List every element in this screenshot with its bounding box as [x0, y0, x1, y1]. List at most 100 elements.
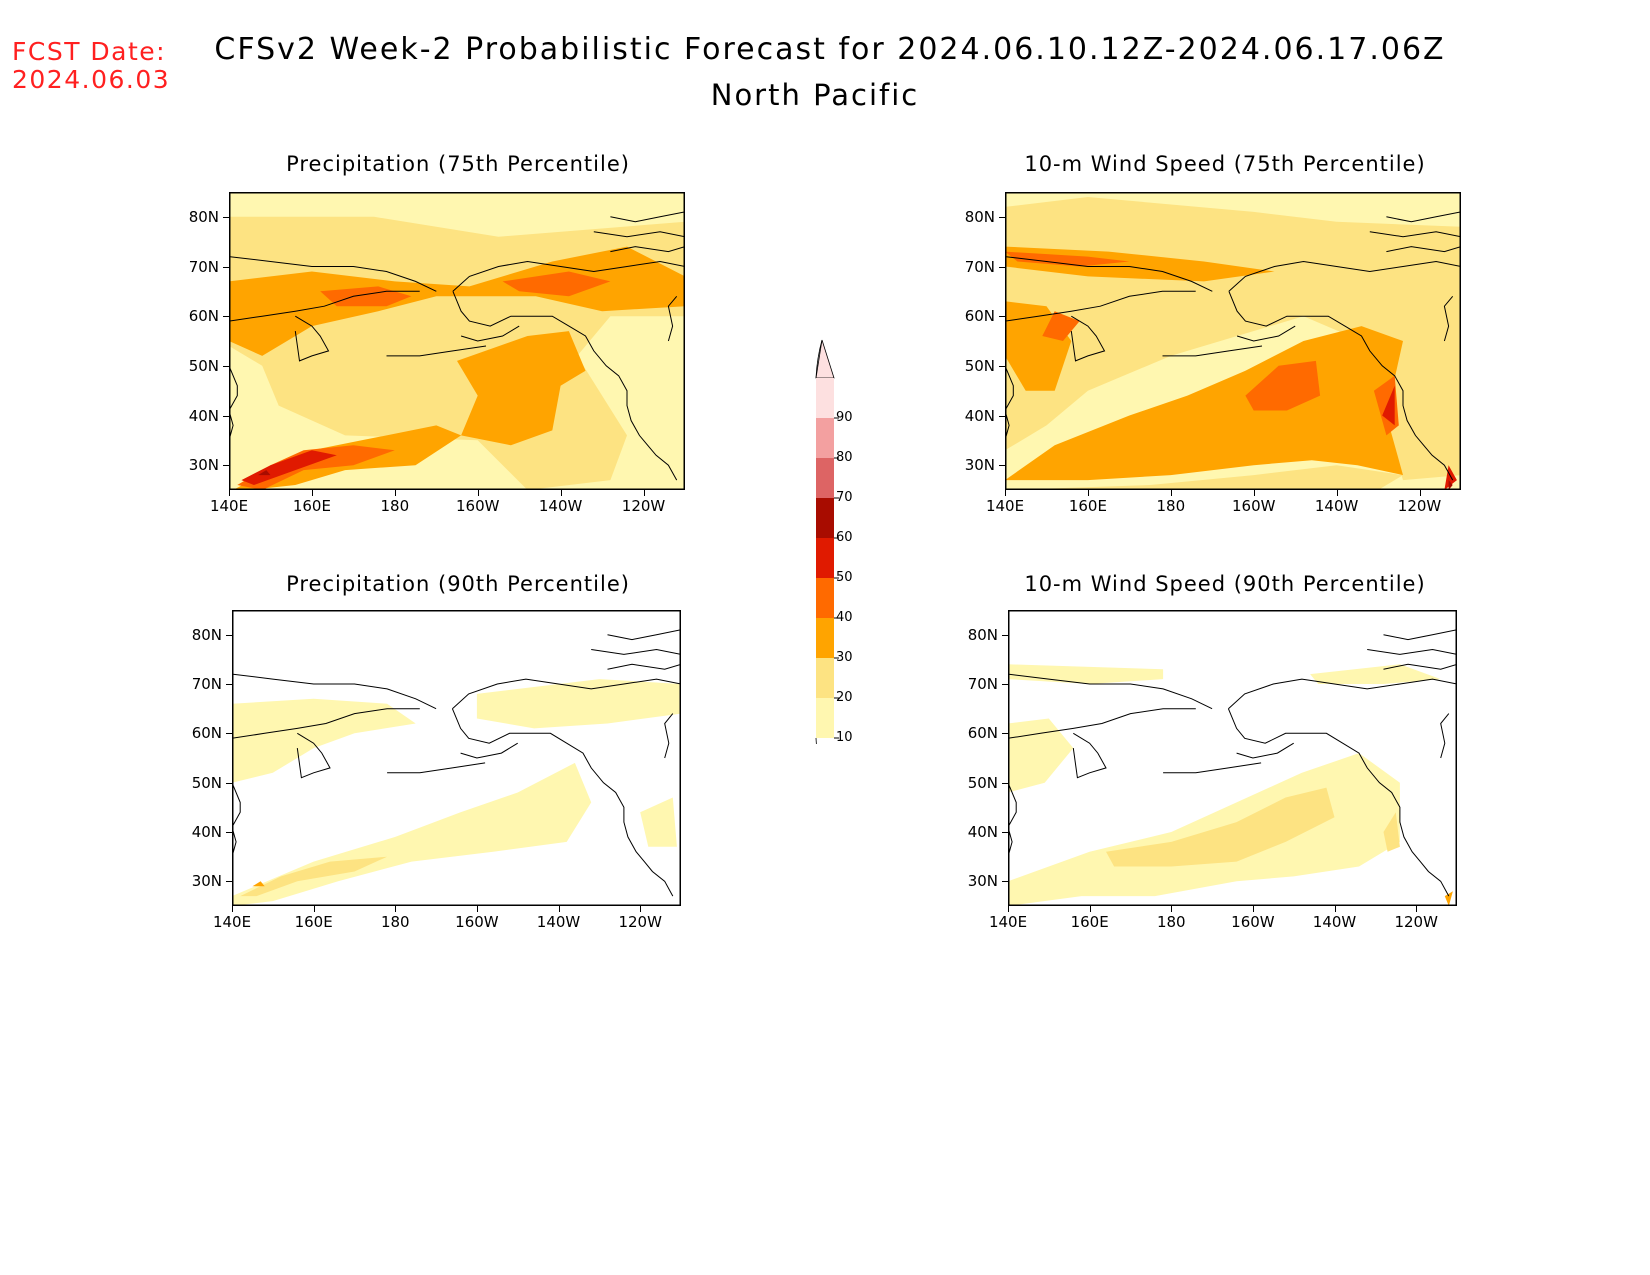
- panel-title-wind90: 10-m Wind Speed (90th Percentile): [1024, 572, 1426, 596]
- coastline: [1005, 365, 1014, 441]
- colorbar-outline: [815, 339, 823, 379]
- coastline: [452, 291, 678, 481]
- lon-label: 120W: [1397, 497, 1442, 515]
- lon-tick: [1171, 906, 1173, 912]
- lat-tick: [223, 216, 229, 218]
- contour-region: [241, 450, 337, 485]
- colorbar-box: [816, 418, 834, 458]
- colorbar-box: [816, 618, 834, 658]
- lon-label: 180: [380, 497, 410, 515]
- contour-region: [457, 331, 586, 446]
- coastline: [1008, 782, 1017, 857]
- contour-region: [640, 797, 677, 847]
- lon-label: 160W: [1231, 913, 1275, 931]
- colorbar-label: 10: [836, 730, 853, 745]
- map-precip90: [232, 610, 681, 906]
- coastline: [1163, 762, 1262, 774]
- contour-region: [1444, 891, 1453, 906]
- lon-tick: [476, 906, 478, 912]
- lon-label: 140E: [988, 913, 1028, 931]
- contour-region: [1310, 664, 1441, 684]
- lon-label: 180: [380, 913, 410, 931]
- coastline: [1383, 629, 1457, 641]
- lat-tick: [1002, 634, 1008, 636]
- coastline: [451, 708, 674, 897]
- lat-tick: [226, 634, 232, 636]
- lon-tick: [1416, 906, 1418, 912]
- coastline: [232, 673, 437, 710]
- colorbar-box: [816, 578, 834, 618]
- coastline: [1162, 345, 1263, 357]
- lat-tick: [1002, 881, 1008, 883]
- coastline: [1227, 708, 1450, 897]
- lon-tick: [640, 906, 642, 912]
- contour-region: [1106, 787, 1335, 867]
- colorbar-bottom-cap: [815, 737, 817, 744]
- lat-label: 60N: [191, 724, 222, 743]
- coastline: [664, 713, 674, 759]
- coastline: [1228, 260, 1461, 292]
- coastline: [296, 732, 331, 779]
- map-frame: [1008, 610, 1457, 906]
- lat-tick: [999, 365, 1005, 367]
- lat-label: 50N: [967, 773, 998, 792]
- contour-region: [1005, 251, 1130, 267]
- lon-tick: [558, 906, 560, 912]
- lon-tick: [232, 906, 233, 912]
- lon-tick: [1334, 906, 1336, 912]
- contour-region: [258, 470, 271, 476]
- lat-label: 60N: [188, 307, 219, 326]
- coastline: [1386, 246, 1461, 253]
- colorbar-label: 90: [836, 410, 853, 425]
- coastline: [1228, 291, 1454, 481]
- lat-label: 70N: [964, 257, 995, 276]
- coastline: [1072, 732, 1107, 779]
- colorbar-box: [816, 458, 834, 498]
- lat-tick: [1002, 832, 1008, 833]
- lat-label: 60N: [964, 307, 995, 326]
- coastline: [229, 365, 238, 441]
- coastline: [1228, 678, 1457, 710]
- coastline: [1443, 295, 1454, 342]
- lat-label: 80N: [967, 625, 998, 644]
- lon-label: 180: [1156, 497, 1186, 515]
- coastline: [1008, 673, 1213, 710]
- contour-region: [1383, 812, 1400, 852]
- coastline: [1367, 648, 1457, 655]
- coastline: [229, 256, 437, 292]
- coastline: [593, 231, 685, 238]
- colorbar-box: [816, 698, 834, 738]
- lon-tick: [1008, 906, 1009, 912]
- contour-region: [1042, 311, 1080, 341]
- lon-tick: [560, 490, 562, 496]
- lat-tick: [226, 782, 232, 784]
- lat-label: 80N: [964, 207, 995, 226]
- coastline: [386, 345, 487, 357]
- lon-tick: [311, 490, 313, 496]
- colorbar-box: [816, 498, 834, 538]
- coastline: [1005, 290, 1196, 322]
- lon-label: 140W: [1314, 497, 1359, 515]
- lon-label: 160E: [292, 497, 331, 515]
- panel-title-precip90: Precipitation (90th Percentile): [286, 572, 630, 596]
- chart-title: CFSv2 Week-2 Probabilistic Forecast for …: [214, 32, 1446, 67]
- lat-tick: [226, 881, 232, 883]
- lon-label: 140E: [212, 913, 252, 931]
- lon-tick: [1253, 490, 1255, 496]
- lat-tick: [999, 266, 1005, 268]
- coastline: [294, 315, 330, 362]
- coastline: [452, 260, 685, 292]
- forecast-date-label: FCST Date: 2024.06.03: [12, 37, 171, 94]
- lat-label: 70N: [191, 675, 222, 693]
- contour-region: [502, 271, 611, 297]
- contour-region: [1444, 465, 1457, 490]
- lon-label: 160W: [455, 913, 499, 931]
- lon-tick: [1170, 490, 1172, 496]
- lat-tick: [999, 216, 1005, 218]
- lon-tick: [643, 490, 645, 496]
- coastline: [610, 211, 685, 223]
- lon-label: 120W: [1394, 913, 1438, 931]
- colorbar: [815, 339, 839, 744]
- contour-region: [232, 610, 681, 906]
- coastline: [1386, 211, 1461, 223]
